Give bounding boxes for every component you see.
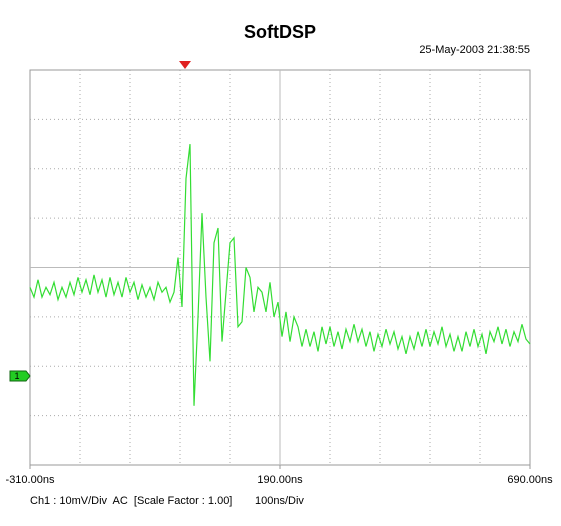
trigger-marker (179, 61, 191, 69)
waveform (29, 144, 531, 406)
x-tick-label: 690.00ns (507, 474, 553, 486)
channel-marker (9, 370, 31, 382)
timestamp: 25-May-2003 21:38:55 (419, 44, 530, 56)
footer-right: 100ns/Div (255, 495, 304, 507)
channel-marker-label: 1 (14, 371, 19, 381)
chart-title: SoftDSP (244, 22, 316, 42)
footer-left: Ch1 : 10mV/Div AC [Scale Factor : 1.00] (30, 495, 232, 507)
x-tick-label: 190.00ns (257, 474, 303, 486)
x-tick-label: -310.00ns (6, 474, 55, 486)
